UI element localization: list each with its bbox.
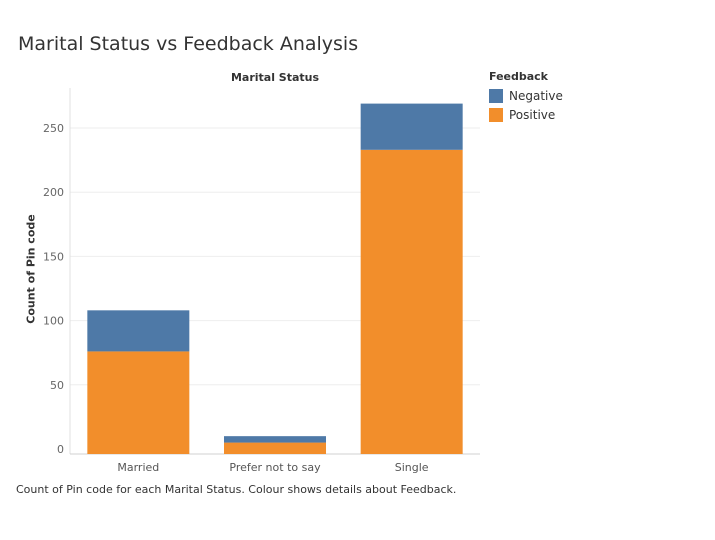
legend-title: Feedback [489, 70, 548, 83]
y-tick-label-200: 200 [43, 186, 64, 199]
y-tick-label-0: 0 [57, 443, 64, 456]
legend-label-negative: Negative [509, 88, 563, 103]
bar-prefer-not-to-say-positive [224, 442, 326, 454]
bar-single-positive [360, 149, 463, 454]
legend-swatch-positive [489, 107, 503, 122]
x-tick-label-prefer-not-to-say: Prefer not to say [229, 461, 321, 474]
bar-married-negative [87, 310, 190, 352]
y-tick-label-250: 250 [43, 122, 64, 135]
x-tick-label-married: Married [117, 461, 159, 474]
legend-item-negative[interactable]: Negative [489, 86, 563, 105]
y-tick-label-50: 50 [50, 379, 64, 392]
chart-title: Marital Status vs Feedback Analysis [18, 33, 359, 55]
column-header: Marital Status [230, 71, 320, 84]
chart-caption: Count of Pin code for each Marital Statu… [16, 483, 457, 496]
legend-swatch-negative [489, 88, 503, 103]
legend-item-positive[interactable]: Positive [489, 105, 563, 124]
y-tick-label-100: 100 [43, 315, 64, 328]
legend-label-positive: Positive [509, 107, 556, 122]
legend: Feedback Negative Positive [489, 70, 563, 124]
bar-married-positive [87, 351, 190, 454]
bar-prefer-not-to-say-negative [224, 436, 326, 443]
y-tick-label-150: 150 [43, 250, 64, 263]
bar-single-negative [360, 103, 463, 150]
x-tick-label-single: Single [395, 461, 429, 474]
